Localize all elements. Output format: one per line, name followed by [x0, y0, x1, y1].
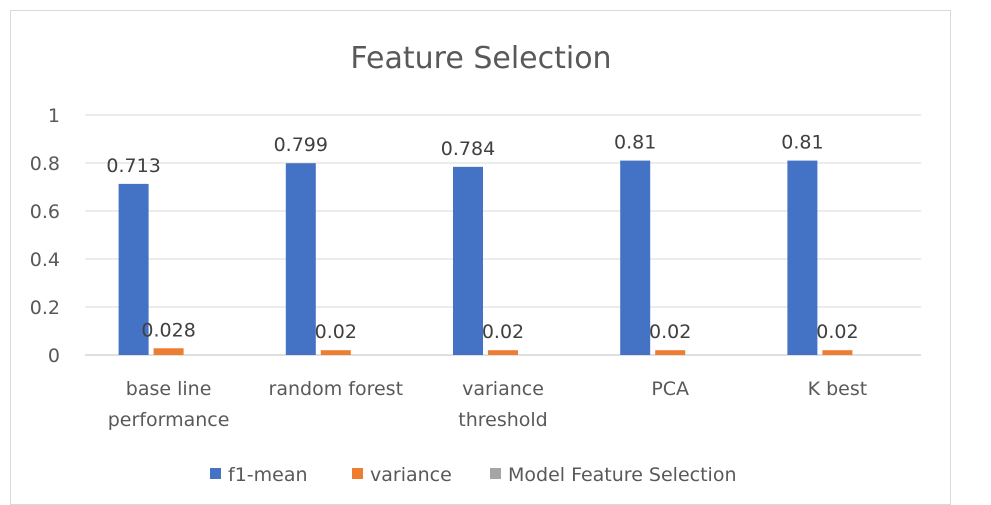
data-label: 0.028 [141, 319, 195, 341]
y-tick-label: 1 [48, 105, 60, 127]
data-label: 0.02 [816, 321, 858, 343]
bar-f1-mean [118, 183, 149, 355]
legend-swatch [352, 468, 363, 479]
data-label: 0.02 [482, 321, 524, 343]
data-label: 0.784 [441, 138, 495, 160]
x-category-label: random forest [269, 378, 403, 400]
y-tick-label: 0.6 [30, 201, 60, 223]
bar-variance [320, 350, 351, 355]
bar-f1-mean [285, 163, 316, 355]
bar-f1-mean [453, 166, 483, 355]
bars [118, 160, 853, 355]
data-label: 0.81 [614, 132, 656, 154]
y-tick-label: 0 [48, 345, 60, 367]
y-tick-label: 0.4 [30, 249, 60, 271]
x-category-label: variance [462, 378, 544, 400]
bar-f1-mean [787, 160, 818, 355]
data-labels: 0.713 0.028 0.799 0.02 0.784 0.02 0.81 0.02 0.81… [106, 132, 858, 344]
bar-variance [822, 350, 853, 355]
data-label: 0.81 [781, 132, 823, 154]
x-category-label: K best [808, 378, 868, 400]
x-category-label: PCA [651, 378, 689, 400]
data-label: 0.713 [106, 155, 160, 177]
legend: f1-mean variance Model Feature Selection [210, 464, 736, 486]
x-category-label: threshold [458, 409, 547, 431]
y-tick-label: 0.2 [30, 297, 60, 319]
chart-title: Feature Selection [350, 41, 611, 76]
legend-swatch [490, 468, 501, 479]
legend-label: f1-mean [228, 464, 308, 486]
data-label: 0.02 [649, 321, 691, 343]
y-tick-label: 0.8 [30, 153, 60, 175]
legend-label: variance [370, 464, 452, 486]
bar-variance [655, 350, 686, 355]
x-category-label: base line [126, 378, 212, 400]
bar-variance [153, 348, 184, 355]
legend-swatch [210, 468, 221, 479]
legend-label: Model Feature Selection [508, 464, 736, 486]
bar-f1-mean [620, 160, 651, 355]
data-label: 0.799 [274, 134, 328, 156]
gridlines [85, 114, 921, 308]
bar-variance [488, 350, 518, 355]
data-label: 0.02 [315, 321, 357, 343]
x-category-label: performance [108, 409, 230, 431]
